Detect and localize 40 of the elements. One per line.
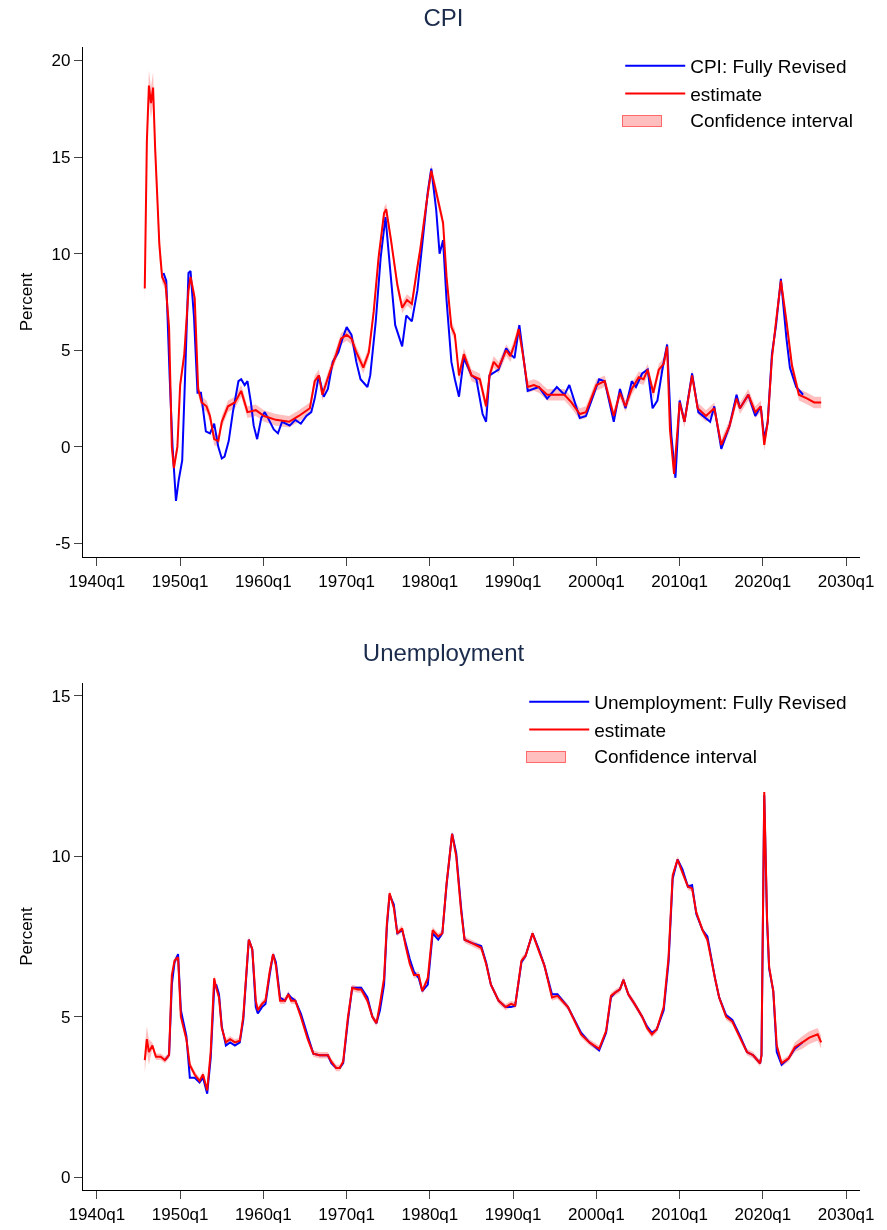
y-tick-label: 10 <box>51 244 71 264</box>
x-tick-label: 1970q1 <box>318 1204 376 1224</box>
y-tick-label: 10 <box>51 847 71 867</box>
x-tick-label: 2020q1 <box>734 571 792 591</box>
chart-title: CPI <box>423 3 464 31</box>
legend-label: Unemployment: Fully Revised <box>594 692 847 714</box>
x-tick-label: 2020q1 <box>734 1204 792 1224</box>
y-axis-title: Percent <box>17 272 37 332</box>
x-tick-label: 1980q1 <box>401 1204 459 1224</box>
x-tick-label: 1960q1 <box>235 1204 292 1224</box>
x-tick-label: 2000q1 <box>568 571 625 591</box>
x-tick-label: 1970q1 <box>318 571 376 591</box>
x-tick-label: 2030q1 <box>817 1204 875 1224</box>
y-tick-label: 15 <box>51 686 71 706</box>
x-tick-label: 2010q1 <box>651 571 709 591</box>
x-tick-label: 2000q1 <box>568 1204 625 1224</box>
y-tick-label: 5 <box>60 341 71 361</box>
x-tick-label: 1940q1 <box>68 571 126 591</box>
chart-title: Unemployment <box>362 638 525 666</box>
annotation: Confidence interval <box>594 746 757 769</box>
y-tick-label: 20 <box>51 51 71 71</box>
x-tick-label: 1950q1 <box>151 571 209 591</box>
legend-label: CPI: Fully Revised <box>690 56 847 78</box>
x-tick-label: 1980q1 <box>401 571 459 591</box>
y-axis-title: Percent <box>17 906 37 966</box>
legend-label: estimate <box>690 83 763 105</box>
y-tick-label: 5 <box>60 1007 71 1027</box>
x-tick-label: 1960q1 <box>235 571 292 591</box>
legend-label: estimate <box>594 719 667 741</box>
x-tick-label: 1940q1 <box>68 1204 126 1224</box>
x-tick-label: 1950q1 <box>151 1204 209 1224</box>
y-tick-label: 0 <box>60 437 71 457</box>
x-tick-label: 2010q1 <box>651 1204 709 1224</box>
y-tick-label: -5 <box>55 534 71 554</box>
y-tick-label: 15 <box>51 148 71 168</box>
x-tick-label: 1990q1 <box>484 1204 542 1224</box>
annotation: Confidence interval <box>690 110 853 133</box>
x-tick-label: 2030q1 <box>817 571 875 591</box>
x-tick-label: 1990q1 <box>484 571 542 591</box>
y-tick-label: 0 <box>60 1168 71 1188</box>
